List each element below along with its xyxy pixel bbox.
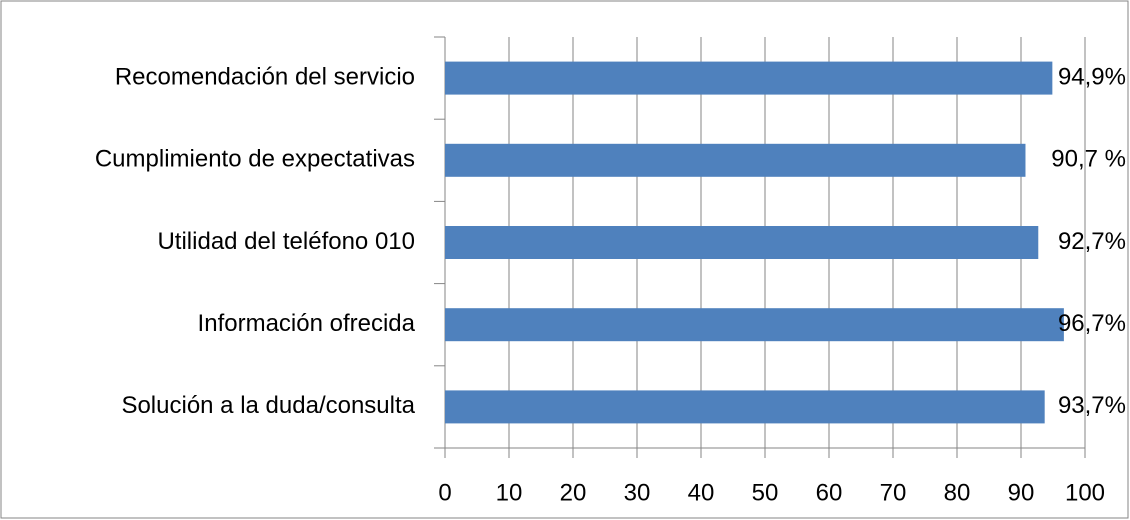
value-label: 90,7 % <box>1051 146 1126 173</box>
value-label: 93,7% <box>1058 392 1126 419</box>
x-tick-label: 0 <box>438 479 451 506</box>
x-tick-label: 50 <box>752 479 779 506</box>
y-tick-label: Recomendación del servicio <box>115 63 415 90</box>
x-tick-label: 10 <box>496 479 523 506</box>
x-tick-label: 80 <box>944 479 971 506</box>
y-tick-label: Solución a la duda/consulta <box>121 392 415 419</box>
x-tick-label: 20 <box>560 479 587 506</box>
x-tick-label: 90 <box>1008 479 1035 506</box>
x-tick-label: 30 <box>624 479 651 506</box>
y-tick-label: Cumplimiento de expectativas <box>95 146 415 173</box>
bar <box>445 61 1053 95</box>
bar <box>445 308 1064 342</box>
x-tick-label: 70 <box>880 479 907 506</box>
y-tick-label: Información ofrecida <box>198 310 416 337</box>
bar <box>445 390 1045 424</box>
bar <box>445 143 1026 177</box>
y-tick-label: Utilidad del teléfono 010 <box>157 228 415 255</box>
value-label: 92,7% <box>1058 228 1126 255</box>
value-label: 96,7% <box>1058 310 1126 337</box>
x-tick-label: 100 <box>1065 479 1105 506</box>
bar <box>445 226 1039 259</box>
x-tick-label: 60 <box>816 479 843 506</box>
value-label: 94,9% <box>1058 63 1126 90</box>
x-tick-label: 40 <box>688 479 715 506</box>
